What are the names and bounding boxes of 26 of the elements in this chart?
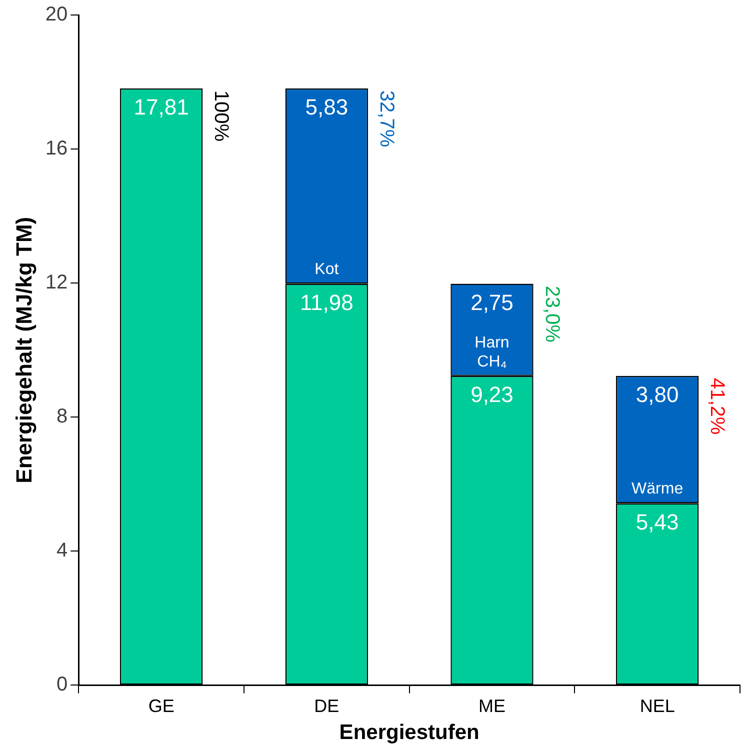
y-axis-title: Energiegehalt (MJ/kg TM) bbox=[11, 216, 36, 484]
x-tick-label: ME bbox=[478, 696, 506, 716]
data-label: 11,98 bbox=[300, 290, 354, 315]
annotation: 41,2% bbox=[706, 378, 728, 435]
annotation: 32,7% bbox=[375, 90, 398, 148]
y-tick-label: 20 bbox=[45, 4, 68, 26]
data-label: 17,81 bbox=[134, 94, 189, 120]
data-label: 9,23 bbox=[470, 382, 514, 407]
x-tick-label: NEL bbox=[640, 696, 675, 716]
data-label: 2,75 bbox=[470, 290, 514, 315]
annotation: Kot bbox=[314, 261, 340, 278]
data-label: 5,83 bbox=[305, 94, 348, 120]
data-label: 3,80 bbox=[636, 382, 679, 407]
x-axis-title: Energiestufen bbox=[339, 721, 480, 744]
annotation: Wärme bbox=[632, 480, 684, 498]
y-tick-label: 16 bbox=[45, 138, 68, 160]
annotation: 23,0% bbox=[540, 286, 563, 343]
annotation: Harn CH₄ bbox=[474, 334, 510, 370]
y-tick-label: 4 bbox=[56, 540, 68, 562]
y-tick-label: 0 bbox=[56, 674, 68, 696]
x-tick-label: DE bbox=[314, 696, 340, 716]
annotation: 100% bbox=[210, 90, 232, 142]
y-tick-label: 12 bbox=[45, 272, 68, 294]
y-tick-label: 8 bbox=[56, 406, 68, 428]
data-label: 5,43 bbox=[636, 509, 679, 534]
x-tick-label: GE bbox=[148, 696, 174, 716]
